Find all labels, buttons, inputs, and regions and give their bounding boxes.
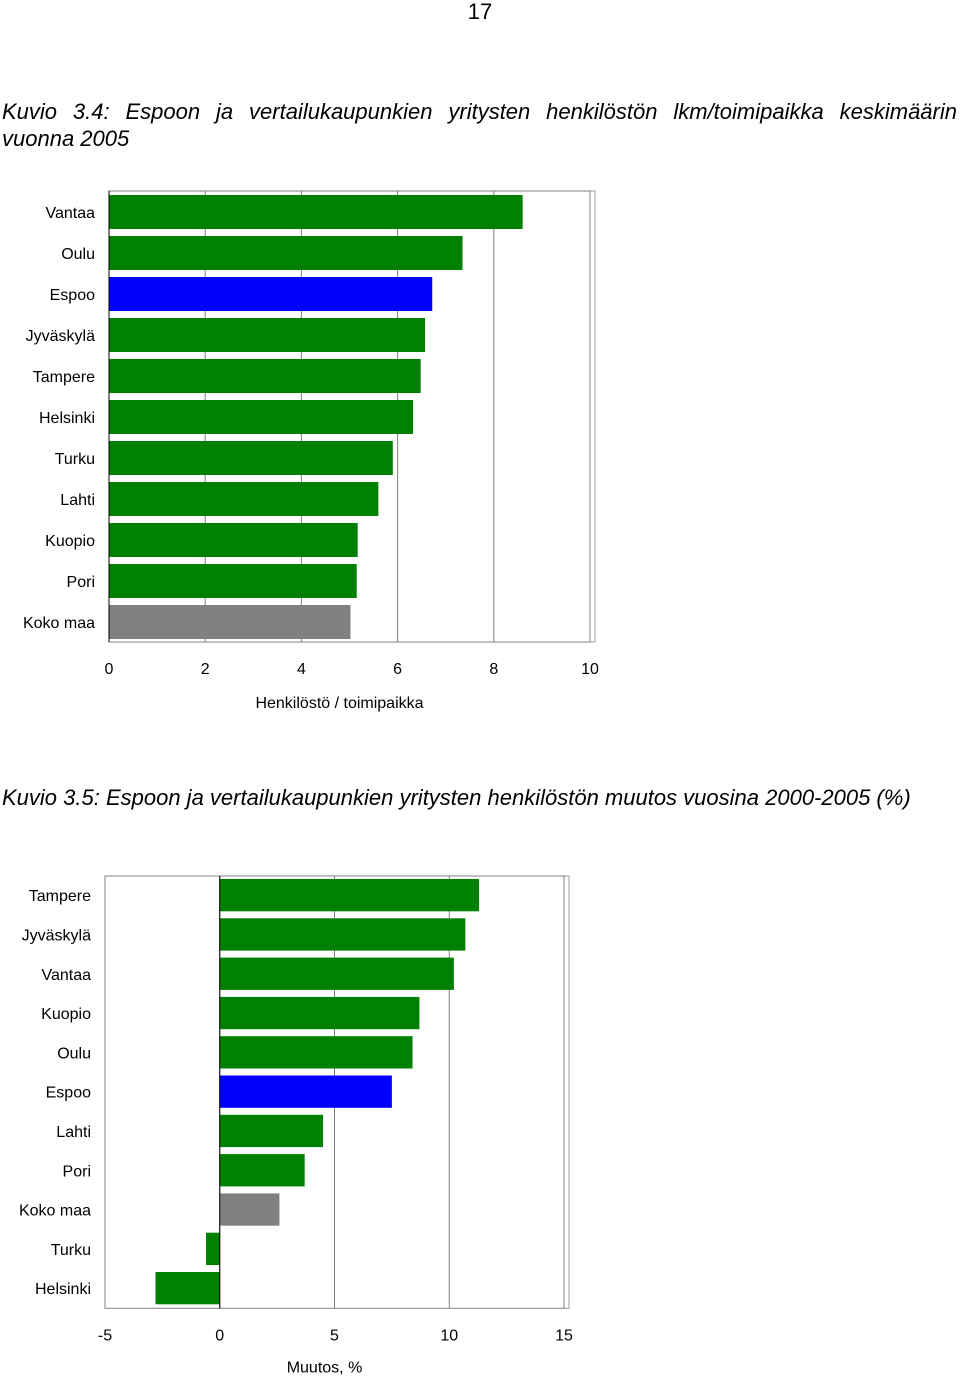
category-label: Tampere bbox=[29, 888, 91, 905]
x-axis-title: Muutos, % bbox=[287, 1359, 363, 1376]
x-tick-label: 15 bbox=[555, 1327, 573, 1344]
bar-koko-maa bbox=[109, 605, 351, 639]
x-tick-label: 10 bbox=[440, 1327, 458, 1344]
x-tick-label: 10 bbox=[581, 661, 599, 678]
x-tick-label: 5 bbox=[330, 1327, 339, 1344]
category-label: Turku bbox=[51, 1242, 91, 1259]
x-tick-label: 2 bbox=[201, 661, 210, 678]
category-label: Pori bbox=[63, 1163, 91, 1180]
category-label: Jyväskylä bbox=[26, 328, 95, 345]
bar-kuopio bbox=[109, 523, 358, 557]
category-label: Tampere bbox=[33, 369, 95, 386]
bar-oulu bbox=[109, 236, 463, 270]
bar-helsinki bbox=[109, 400, 413, 434]
bar-pori bbox=[109, 564, 357, 598]
chart-staff-per-establishment: 0 2 4 6 8 10 Vantaa Oulu Espoo Jyväskylä Tampere He… bbox=[23, 190, 599, 712]
category-label: Helsinki bbox=[35, 1281, 91, 1298]
category-label: Lahti bbox=[56, 1124, 91, 1141]
plot-frame-shadow bbox=[590, 190, 596, 643]
category-label: Espoo bbox=[46, 1085, 91, 1102]
bar-pori bbox=[219, 1154, 305, 1187]
bar-helsinki bbox=[155, 1272, 220, 1305]
page-number: 17 bbox=[467, 0, 493, 24]
figure-caption-3-5: Kuvio 3.5: Espoon ja vertailukaupunkien … bbox=[2, 785, 911, 810]
bar-lahti bbox=[109, 482, 379, 516]
bar-koko-maa bbox=[219, 1193, 280, 1226]
bar-jyväskylä bbox=[219, 918, 466, 951]
bar-lahti bbox=[219, 1114, 324, 1148]
figure-caption-3-4: Kuvio 3.4: Espoon ja vertailukaupunkien … bbox=[2, 99, 957, 151]
bar-turku bbox=[109, 441, 393, 475]
category-label: Kuopio bbox=[41, 1006, 91, 1023]
bar-oulu bbox=[219, 1036, 413, 1069]
category-label: Oulu bbox=[57, 1045, 91, 1062]
bar-jyväskylä bbox=[109, 318, 426, 352]
category-label: Espoo bbox=[50, 287, 95, 304]
category-label: Pori bbox=[67, 574, 95, 591]
category-label: Koko maa bbox=[23, 615, 95, 632]
bar-espoo bbox=[109, 277, 433, 311]
bar-tampere bbox=[219, 879, 480, 912]
x-axis-title: Henkilöstö / toimipaikka bbox=[255, 695, 423, 712]
x-tick-label: -5 bbox=[98, 1327, 112, 1344]
x-tick-label: 0 bbox=[215, 1327, 224, 1344]
category-label: Lahti bbox=[60, 492, 95, 509]
category-label: Koko maa bbox=[19, 1203, 91, 1220]
category-label: Vantaa bbox=[41, 967, 91, 984]
bar-vantaa bbox=[109, 195, 523, 229]
bar-vantaa bbox=[219, 957, 454, 990]
bar-tampere bbox=[109, 359, 421, 393]
category-label: Vantaa bbox=[45, 205, 95, 222]
category-label: Turku bbox=[55, 451, 95, 468]
x-tick-label: 8 bbox=[489, 661, 498, 678]
bar-kuopio bbox=[219, 996, 420, 1030]
category-label: Oulu bbox=[61, 246, 95, 263]
bar-turku bbox=[205, 1232, 220, 1265]
x-tick-label: 4 bbox=[297, 661, 306, 678]
plot-frame-shadow bbox=[564, 875, 570, 1309]
chart-staff-change: -5 0 5 10 15 Tampere Jyväskylä Vantaa Kuopio Oulu… bbox=[19, 875, 573, 1376]
category-label: Helsinki bbox=[39, 410, 95, 427]
category-label: Kuopio bbox=[45, 533, 95, 550]
category-label: Jyväskylä bbox=[22, 927, 91, 944]
bar-espoo bbox=[219, 1075, 392, 1108]
x-tick-label: 0 bbox=[105, 661, 114, 678]
x-tick-label: 6 bbox=[393, 661, 402, 678]
